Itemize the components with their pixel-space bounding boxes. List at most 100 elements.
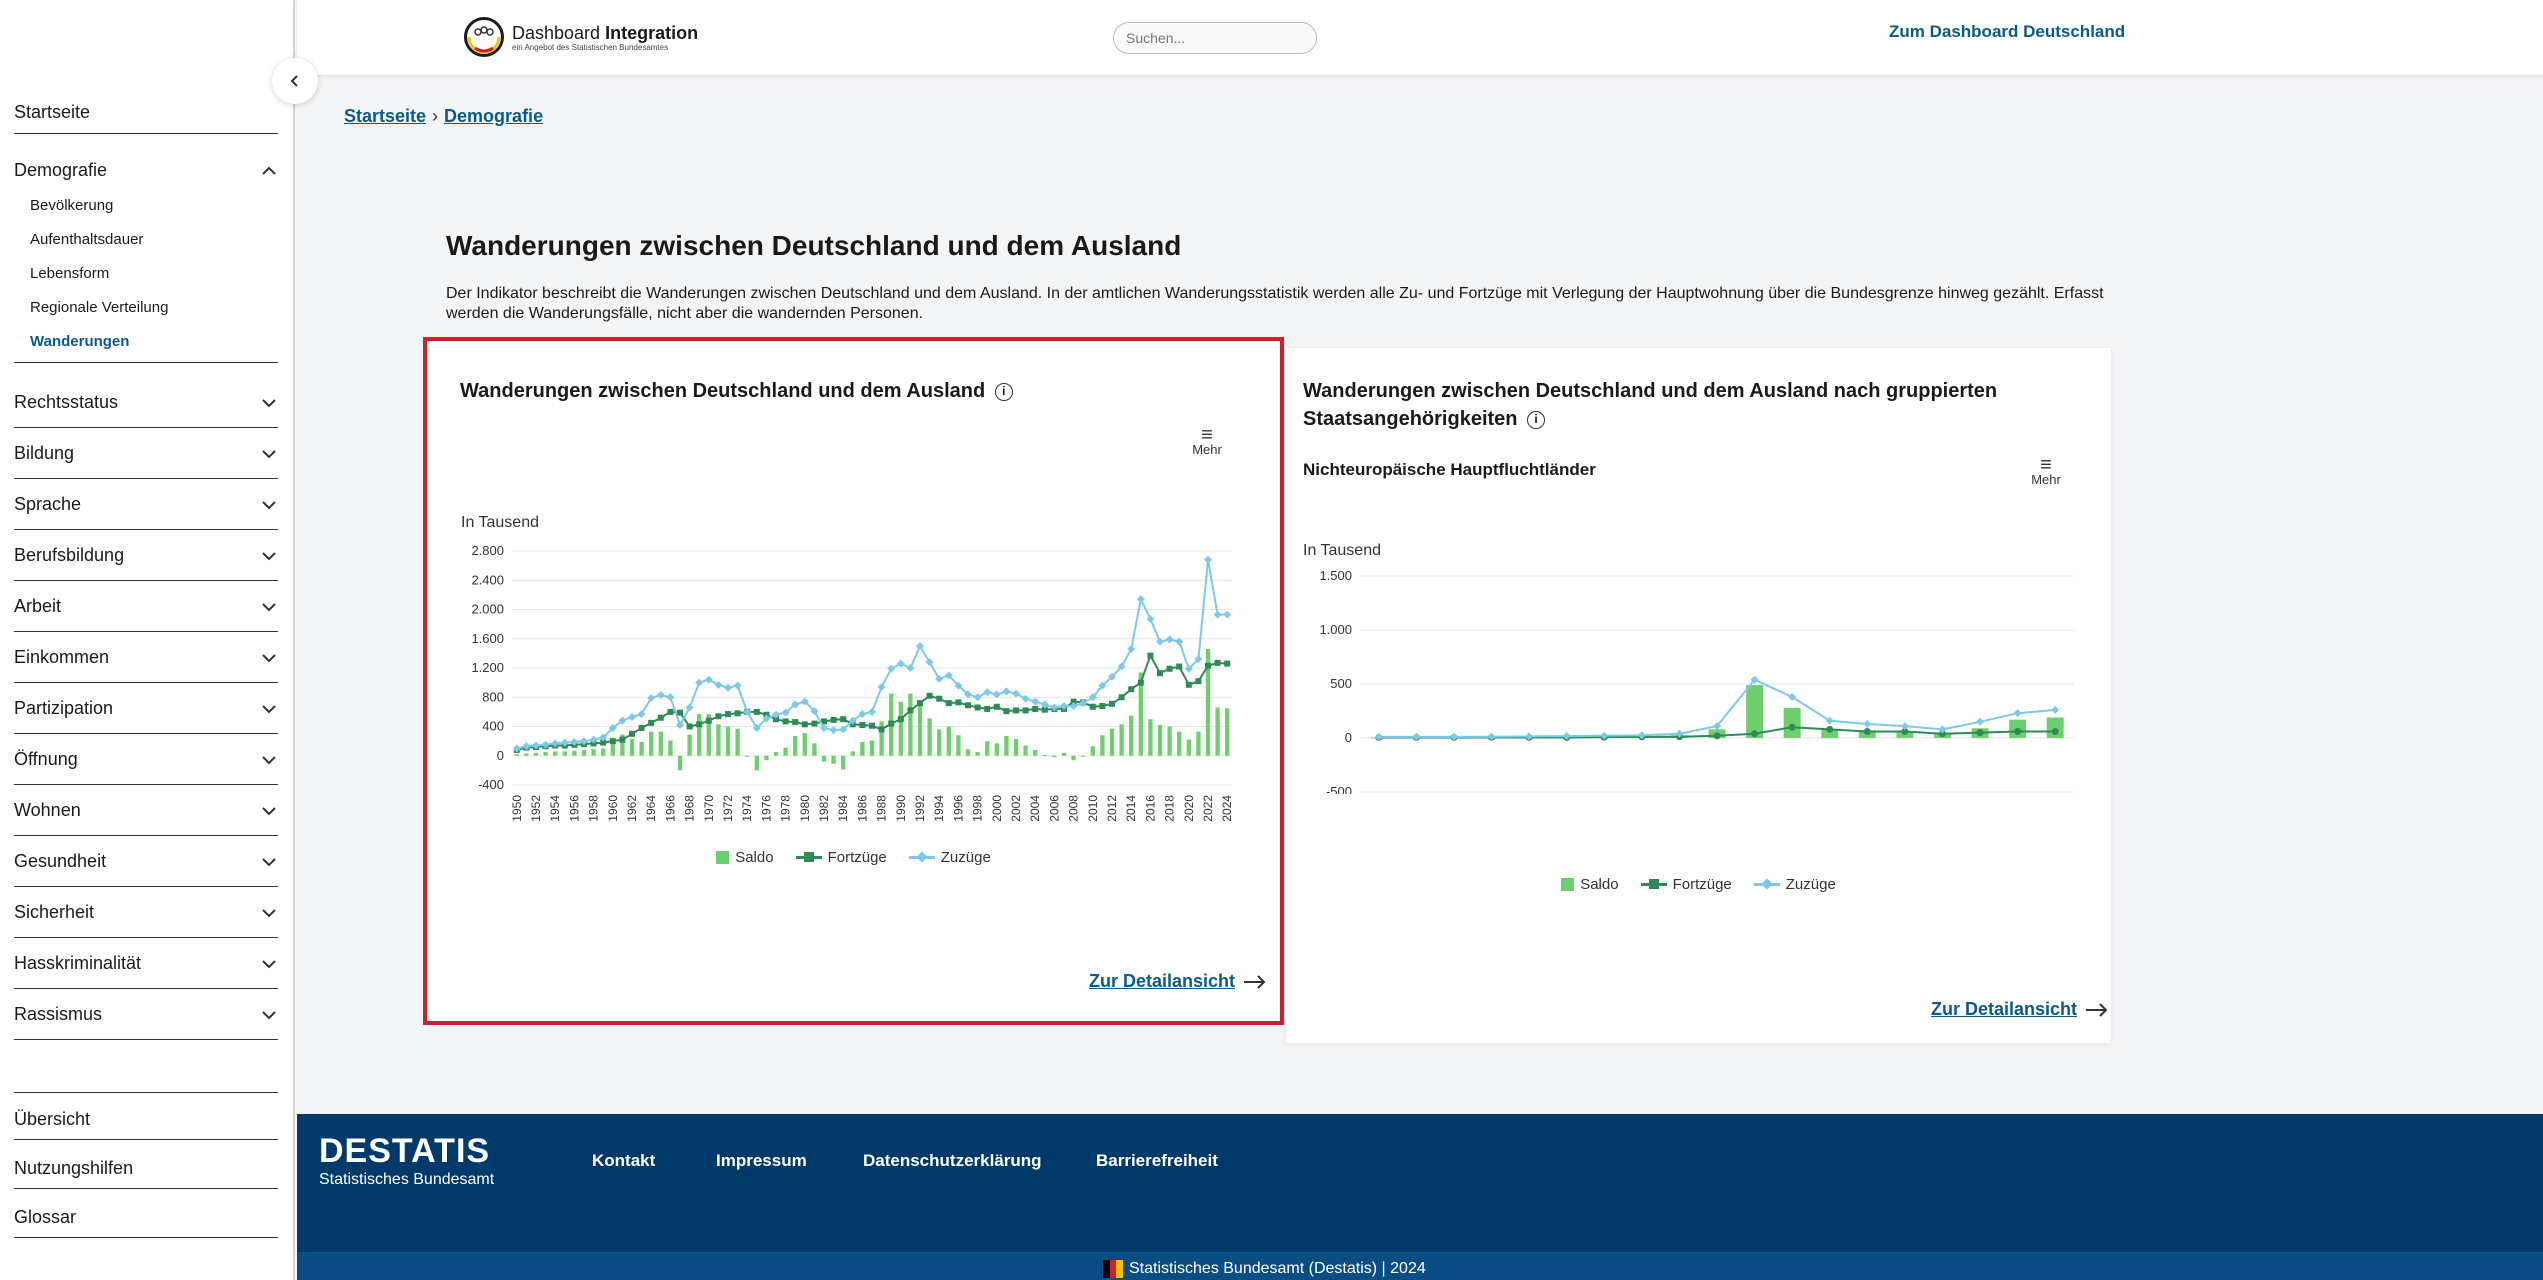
footer-link-datenschutz[interactable]: Datenschutzerklärung <box>863 1151 1042 1170</box>
x-tick-label: 2002 <box>1009 795 1023 822</box>
zuzuege-point <box>656 691 665 700</box>
fortzuege-point <box>1118 694 1125 701</box>
saldo-bar <box>1783 707 1801 738</box>
dashboard-logo[interactable]: Dashboard Integration ein Angebot des St… <box>464 17 698 57</box>
x-tick-label: 1958 <box>587 795 601 822</box>
search-input[interactable] <box>1126 30 1304 46</box>
footer-link-barrierefreiheit[interactable]: Barrierefreiheit <box>1096 1151 1218 1170</box>
info-icon[interactable]: i <box>1527 410 1546 429</box>
breadcrumb-demografie[interactable]: Demografie <box>444 106 544 126</box>
saldo-bar <box>1042 755 1047 757</box>
x-tick-label: 1996 <box>951 795 965 822</box>
sidebar-item-startseite[interactable]: Startseite <box>14 102 91 122</box>
legend-item[interactable]: Fortzüge <box>795 849 887 866</box>
fortzuege-point <box>2014 728 2022 736</box>
sidebar-group-rassismus[interactable]: Rassismus <box>14 990 278 1040</box>
sidebar-item-bevoelkerung[interactable]: Bevölkerung <box>30 197 114 214</box>
logo-subtitle: ein Angebot des Statistischen Bundesamte… <box>512 42 669 52</box>
zuzuege-point <box>752 723 761 732</box>
legend-item[interactable]: Zuzüge <box>908 849 991 866</box>
arrow-right-icon <box>1244 974 1266 989</box>
zuzuege-point <box>964 690 972 699</box>
zuzuege-point <box>628 712 636 721</box>
destatis-logo[interactable]: DESTATIS Statistisches Bundesamt <box>319 1132 494 1189</box>
search-box[interactable] <box>1113 22 1317 54</box>
sidebar-item-aufenthaltsdauer[interactable]: Aufenthaltsdauer <box>30 231 144 248</box>
sidebar-item-lebensform[interactable]: Lebensform <box>30 265 110 282</box>
detail-view-link[interactable]: Zur Detailansicht <box>1931 999 2109 1020</box>
sidebar-group-gesundheit[interactable]: Gesundheit <box>14 837 278 887</box>
sidebar-group-einkommen[interactable]: Einkommen <box>14 633 278 683</box>
legend-item[interactable]: Saldo <box>1561 876 1619 893</box>
sidebar-group-arbeit[interactable]: Arbeit <box>14 582 278 632</box>
sidebar-collapse-button[interactable] <box>272 58 318 104</box>
zuzuege-point <box>1136 595 1145 604</box>
fortzuege-point <box>974 704 981 711</box>
sidebar-group-hasskriminalit-t[interactable]: Hasskriminalität <box>14 939 278 989</box>
legend-item[interactable]: Zuzüge <box>1753 876 1836 893</box>
sidebar-group-sprache[interactable]: Sprache <box>14 480 278 530</box>
x-tick-label: 1974 <box>740 795 754 822</box>
saldo-bar <box>629 738 635 756</box>
sidebar-item-wanderungen[interactable]: Wanderungen <box>30 333 130 350</box>
sidebar-group-partizipation[interactable]: Partizipation <box>14 684 278 734</box>
sidebar-group-rechtsstatus[interactable]: Rechtsstatus <box>14 378 278 428</box>
sidebar-group-sicherheit[interactable]: Sicherheit <box>14 888 278 938</box>
x-tick-label: 2004 <box>1028 795 1042 822</box>
sidebar-group--ffnung[interactable]: Öffnung <box>14 735 278 785</box>
zuzuege-point <box>829 726 838 735</box>
zuzuege-point <box>1040 700 1049 709</box>
destatis-logo-subtitle: Statistisches Bundesamt <box>319 1171 495 1188</box>
chart-legend: Saldo Fortzüge Zuzüge <box>1286 876 2111 893</box>
saldo-bar <box>965 749 971 756</box>
saldo-bar <box>543 752 548 756</box>
sidebar-group-wohnen[interactable]: Wohnen <box>14 786 278 836</box>
hamburger-icon: ≡ <box>1201 424 1213 446</box>
sidebar-item-glossar[interactable]: Glossar <box>14 1207 77 1227</box>
zuzuege-point <box>1713 722 1721 731</box>
fortzuege-point <box>840 716 847 723</box>
zuzuege-point <box>935 674 944 683</box>
legend-item[interactable]: Fortzüge <box>1640 876 1732 893</box>
x-tick-label: 2000 <box>990 795 1004 822</box>
legend-swatch <box>716 851 730 864</box>
legend-item[interactable]: Saldo <box>716 849 774 866</box>
sidebar-group-demografie[interactable]: Demografie <box>14 160 278 181</box>
zuzuege-point <box>532 741 540 750</box>
zuzuege-point <box>1175 637 1184 646</box>
saldo-bar <box>1052 755 1057 758</box>
footer-link-kontakt[interactable]: Kontakt <box>592 1151 656 1170</box>
zuzuege-point <box>1750 675 1759 684</box>
sidebar-group-bildung[interactable]: Bildung <box>14 429 278 479</box>
y-tick-label: 800 <box>482 689 504 704</box>
footer-link-impressum[interactable]: Impressum <box>716 1151 807 1170</box>
detail-view-link[interactable]: Zur Detailansicht <box>1089 971 1267 992</box>
zuzuege-point <box>1213 610 1222 619</box>
dashboard-deutschland-link[interactable]: Zum Dashboard Deutschland <box>1889 22 2126 41</box>
zuzuege-point <box>1194 655 1203 664</box>
chevron-down-icon <box>262 602 276 611</box>
arrow-right-icon <box>2086 1002 2108 1017</box>
fortzuege-point <box>609 738 616 745</box>
fortzuege-point <box>1185 681 1192 688</box>
fortzuege-point <box>753 708 760 715</box>
x-tick-label: 1972 <box>721 795 735 822</box>
x-tick-label: 1982 <box>817 795 831 822</box>
sidebar-item-uebersicht[interactable]: Übersicht <box>14 1109 91 1129</box>
sidebar-item-nutzungshilfen[interactable]: Nutzungshilfen <box>14 1158 134 1178</box>
fortzuege-point <box>821 718 827 725</box>
breadcrumb-startseite[interactable]: Startseite <box>344 106 427 126</box>
saldo-bar <box>1196 731 1201 756</box>
chart-menu-button[interactable]: ≡ Mehr <box>2026 455 2066 487</box>
fortzuege-point <box>667 708 674 715</box>
saldo-bar <box>917 702 923 756</box>
saldo-bar <box>1023 745 1028 756</box>
sidebar-item-regionale-verteilung[interactable]: Regionale Verteilung <box>30 299 169 316</box>
chart-menu-button[interactable]: ≡ Mehr <box>1187 424 1227 457</box>
zuzuege-point <box>685 703 694 712</box>
sidebar-divider <box>14 1237 278 1238</box>
chevron-down-icon <box>262 551 276 560</box>
info-icon[interactable]: i <box>994 382 1013 401</box>
zuzuege-point <box>599 733 608 742</box>
sidebar-group-berufsbildung[interactable]: Berufsbildung <box>14 531 278 581</box>
